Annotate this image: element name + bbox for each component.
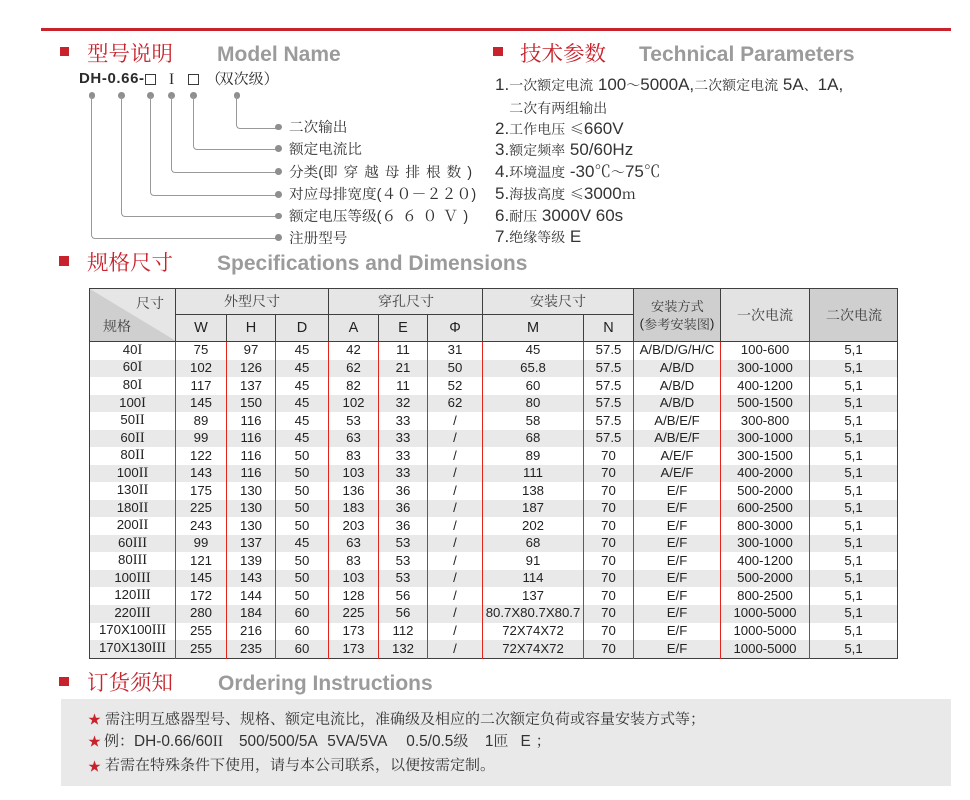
svg-text:5000A,: 5000A, bbox=[640, 75, 694, 94]
svg-text:5A: 5A bbox=[778, 75, 804, 94]
svg-text:DH-0.66/60: DH-0.66/60 bbox=[134, 733, 213, 750]
svg-text:5VA/5VA: 5VA/5VA bbox=[327, 733, 388, 750]
svg-text:660V: 660V bbox=[583, 119, 623, 138]
svg-text:(: ( bbox=[377, 187, 382, 203]
svg-text:1: 1 bbox=[484, 733, 493, 750]
svg-text:): ) bbox=[463, 209, 468, 225]
svg-text:I: I bbox=[169, 71, 174, 88]
svg-text:(: ( bbox=[318, 165, 323, 181]
svg-text:-: - bbox=[139, 70, 144, 87]
svg-text:0.5/0.5: 0.5/0.5 bbox=[406, 733, 453, 750]
svg-text:3.: 3. bbox=[495, 140, 509, 159]
svg-text:H: H bbox=[90, 70, 101, 87]
svg-text:II: II bbox=[212, 733, 222, 750]
svg-text:7.: 7. bbox=[495, 227, 509, 246]
svg-text:4.: 4. bbox=[495, 162, 509, 181]
svg-text:50/60Hz: 50/60Hz bbox=[565, 140, 633, 159]
svg-text:(: ( bbox=[377, 209, 382, 225]
svg-text:.: . bbox=[116, 70, 120, 87]
svg-text:6: 6 bbox=[121, 70, 129, 87]
svg-text:75: 75 bbox=[624, 162, 643, 181]
svg-text:-: - bbox=[102, 70, 107, 87]
svg-text:3000: 3000 bbox=[583, 184, 621, 203]
svg-text:6.: 6. bbox=[495, 206, 509, 225]
svg-text:6: 6 bbox=[130, 70, 138, 87]
svg-text:100: 100 bbox=[593, 75, 626, 94]
svg-text:D: D bbox=[79, 70, 90, 87]
svg-text:2.: 2. bbox=[495, 119, 509, 138]
svg-text:): ) bbox=[467, 165, 472, 181]
svg-text:500/500/5A: 500/500/5A bbox=[239, 733, 318, 750]
svg-text:): ) bbox=[471, 187, 476, 203]
svg-text:E: E bbox=[565, 227, 581, 246]
svg-text:-30: -30 bbox=[565, 162, 594, 181]
svg-text:5.: 5. bbox=[495, 184, 509, 203]
svg-text:E: E bbox=[520, 733, 530, 750]
svg-text:1.: 1. bbox=[495, 75, 509, 94]
svg-text:1A,: 1A, bbox=[817, 75, 843, 94]
svg-text:0: 0 bbox=[107, 70, 115, 87]
svg-text:3000V 60s: 3000V 60s bbox=[537, 206, 623, 225]
